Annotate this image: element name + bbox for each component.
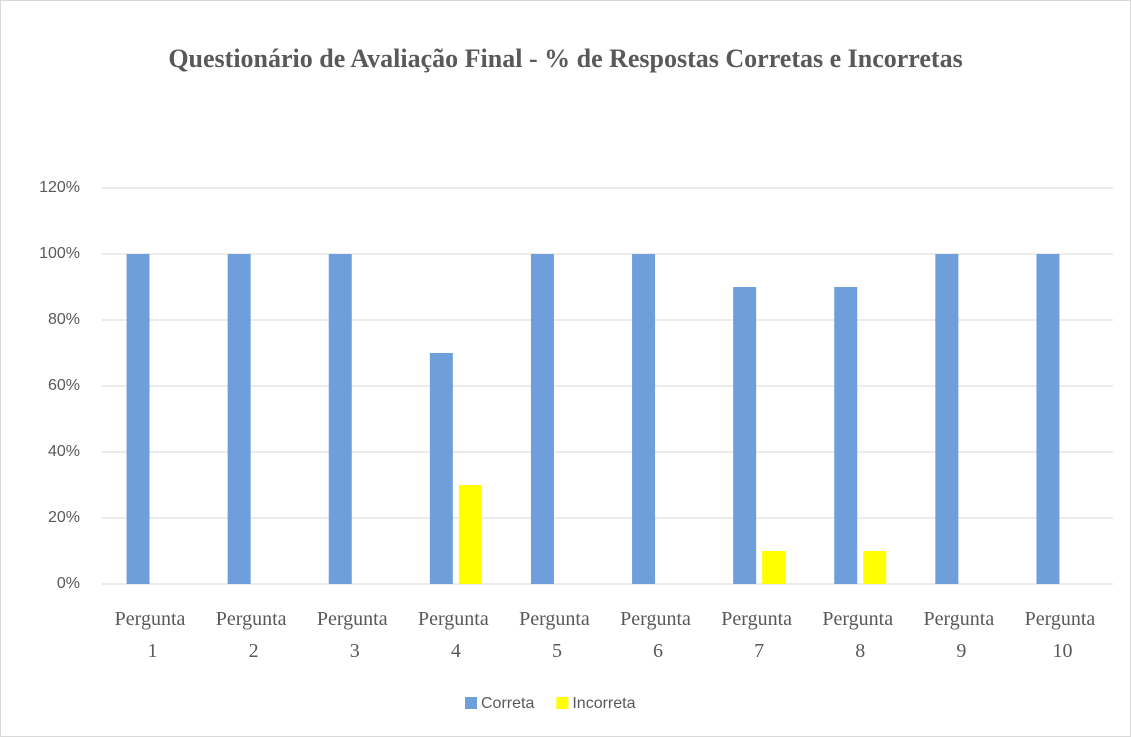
- bar: [733, 287, 757, 584]
- legend-swatch: [556, 697, 569, 709]
- bar: [227, 254, 251, 584]
- bar: [935, 254, 959, 584]
- x-tick-label: Pergunta 5: [519, 608, 595, 662]
- legend-label: Incorreta: [572, 695, 635, 712]
- x-tick-label: Pergunta 7: [721, 608, 797, 662]
- x-tick-label: Pergunta 1: [115, 608, 191, 662]
- x-tick-label: Pergunta 8: [822, 608, 898, 662]
- bar: [458, 485, 482, 584]
- legend-swatch: [465, 697, 477, 709]
- y-tick-label: 100%: [39, 245, 80, 262]
- legend-label: Correta: [481, 695, 534, 712]
- y-tick-label: 20%: [48, 509, 80, 526]
- x-tick-label: Pergunta 10: [1025, 608, 1101, 662]
- y-tick-label: 40%: [48, 443, 80, 460]
- bar: [863, 551, 887, 584]
- bar: [126, 254, 150, 584]
- y-tick-label: 60%: [48, 377, 80, 394]
- x-tick-label: Pergunta 9: [923, 608, 999, 662]
- y-tick-label: 120%: [39, 179, 80, 196]
- x-tick-label: Pergunta 3: [317, 608, 393, 662]
- x-tick-label: Pergunta 4: [418, 608, 494, 662]
- bar: [762, 551, 786, 584]
- x-tick-label: Pergunta 2: [216, 608, 292, 662]
- x-tick-label: Pergunta 6: [620, 608, 696, 662]
- bar: [632, 254, 656, 584]
- bar: [1036, 254, 1060, 584]
- y-tick-label: 0%: [57, 575, 80, 592]
- bar: [530, 254, 554, 584]
- y-tick-label: 80%: [48, 311, 80, 328]
- chart-title: Questionário de Avaliação Final - % de R…: [168, 44, 963, 73]
- bar: [328, 254, 352, 584]
- bar: [429, 353, 453, 584]
- bar: [834, 287, 858, 584]
